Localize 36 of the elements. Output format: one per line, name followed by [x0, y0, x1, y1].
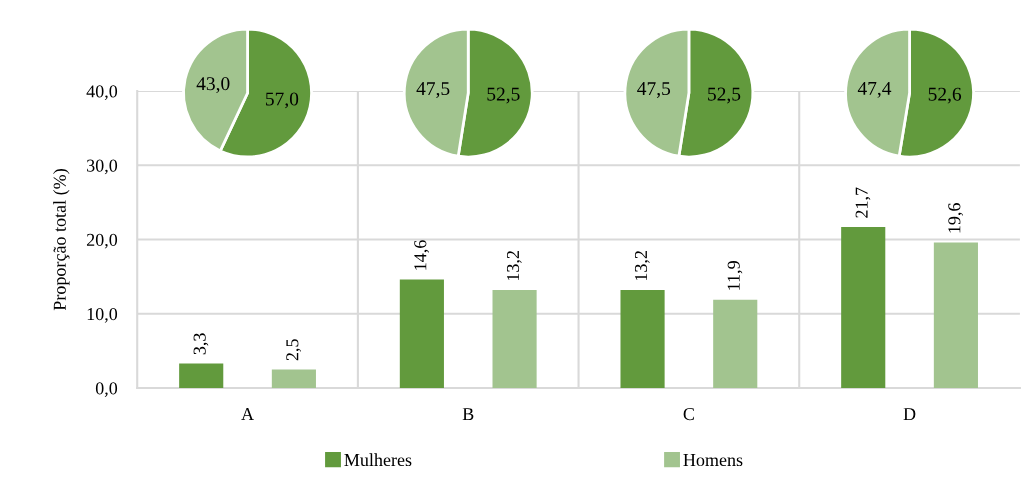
- data-label: 2,5: [286, 339, 302, 361]
- data-label: 21,7: [855, 187, 871, 218]
- x-tick-label: A: [241, 408, 254, 420]
- data-label: 43,0: [196, 77, 230, 93]
- y-axis-title: Proporção total (%): [53, 169, 70, 311]
- data-label: 52,5: [487, 87, 520, 104]
- data-label: 3,3: [193, 333, 209, 355]
- data-label: 14,6: [414, 240, 429, 270]
- data-label: 47,5: [416, 82, 450, 98]
- y-tick-label: 0,0: [95, 382, 118, 398]
- bar: [179, 363, 224, 388]
- x-tick-label: B: [462, 408, 474, 421]
- x-tick-label: C: [683, 408, 694, 421]
- data-label: 52,5: [708, 87, 741, 104]
- y-tick-label: 40,0: [86, 85, 118, 101]
- data-label: 19,6: [948, 203, 964, 233]
- bar: [620, 289, 665, 388]
- data-label: 13,2: [506, 251, 522, 281]
- data-label: 52,6: [928, 87, 962, 104]
- bar: [933, 242, 978, 388]
- y-tick-label: 20,0: [86, 233, 118, 249]
- y-tick-label: 30,0: [87, 159, 118, 175]
- bar: [399, 279, 444, 388]
- data-label: 47,5: [637, 82, 671, 98]
- y-tick-label: 10,0: [87, 308, 118, 323]
- bar: [492, 289, 537, 388]
- bar: [713, 299, 758, 388]
- data-label: 11,9: [727, 261, 743, 290]
- bar: [841, 226, 886, 388]
- legend-label: Mulheres: [344, 453, 412, 467]
- data-label: 57,0: [266, 92, 299, 109]
- legend-label: Homens: [683, 454, 743, 467]
- data-label: 47,4: [857, 82, 892, 98]
- data-label: 13,2: [634, 251, 650, 281]
- x-tick-label: D: [903, 408, 916, 420]
- bar: [271, 369, 316, 388]
